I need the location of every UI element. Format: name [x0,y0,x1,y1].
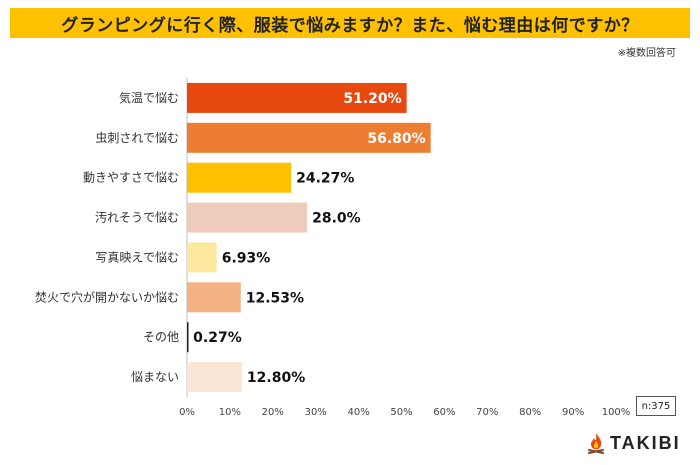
sample-size-box: n:375 [636,396,676,416]
x-tick-label: 100% [602,407,631,418]
bar [187,242,217,273]
bar [187,322,189,353]
bar [187,202,308,233]
data-label: 56.80% [367,131,425,147]
x-tick-label: 90% [562,407,584,418]
title-bar: グランピングに行く際、服装で悩みますか？また、悩む理由は何ですか？ [10,8,690,38]
category-label: 悩まない [131,370,179,384]
x-tick-label: 80% [519,407,541,418]
bar [187,362,242,393]
category-label: 動きやすさで悩む [83,171,179,185]
bar [187,282,241,313]
x-tick-label: 0% [179,407,195,418]
x-tick-label: 40% [347,407,369,418]
data-label: 12.80% [247,370,305,386]
category-label: その他 [143,330,179,344]
chart-title: グランピングに行く際、服装で悩みますか？また、悩む理由は何ですか？ [61,15,639,36]
x-tick-label: 50% [390,407,412,418]
data-label: 12.53% [246,290,304,306]
data-label: 6.93% [222,250,271,266]
data-label: 24.27% [296,171,354,187]
bar [187,82,407,113]
x-tick-label: 60% [433,407,455,418]
category-label: 気温で悩む [119,90,179,105]
category-label: 虫刺されで悩む [95,131,179,145]
sample-size-label: n:375 [641,400,671,412]
brand-name: TAKIBI [610,432,681,453]
data-label: 0.27% [193,330,242,346]
x-tick-label: 70% [476,407,498,418]
brand-logo: TAKIBI [586,432,681,454]
data-label: 28.0% [312,211,361,227]
x-tick-label: 20% [262,407,284,418]
multiple-answer-note: ※複数回答可 [617,48,676,59]
x-tick-label: 10% [219,407,241,418]
bar [187,162,292,193]
x-tick-label: 30% [305,407,327,418]
category-label: 汚れそうで悩む [95,211,179,225]
category-label: 写真映えで悩む [95,250,179,264]
category-label: 焚火で穴が開かないか悩む [35,289,179,304]
campfire-icon [588,433,604,454]
bar [187,122,431,153]
data-label: 51.20% [343,91,401,107]
